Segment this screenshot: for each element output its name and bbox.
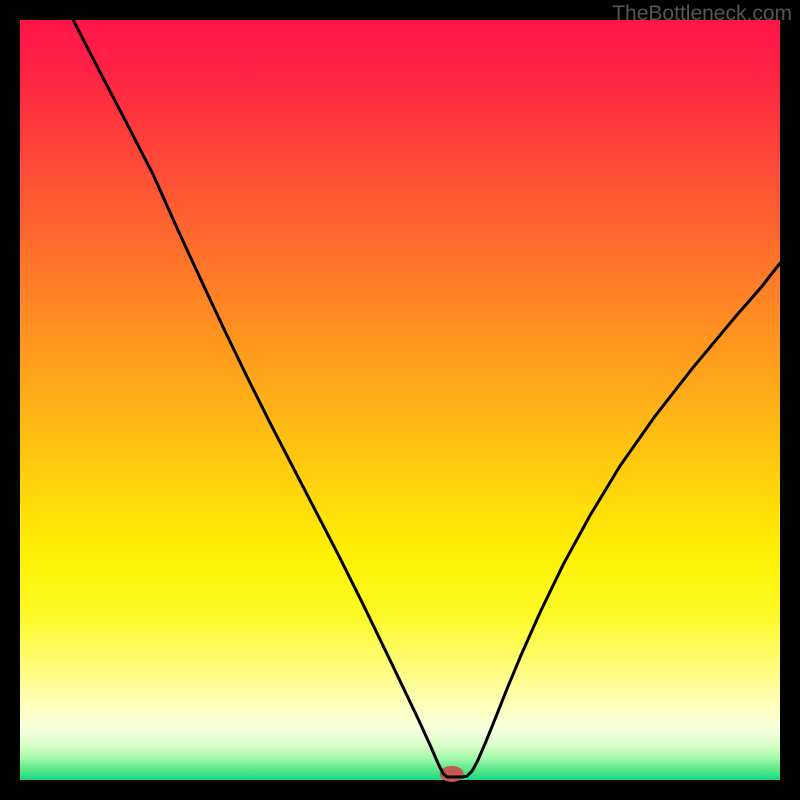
watermark-text: TheBottleneck.com <box>612 2 792 26</box>
chart-stage: TheBottleneck.com <box>0 0 800 800</box>
bottleneck-chart-svg <box>0 0 800 800</box>
